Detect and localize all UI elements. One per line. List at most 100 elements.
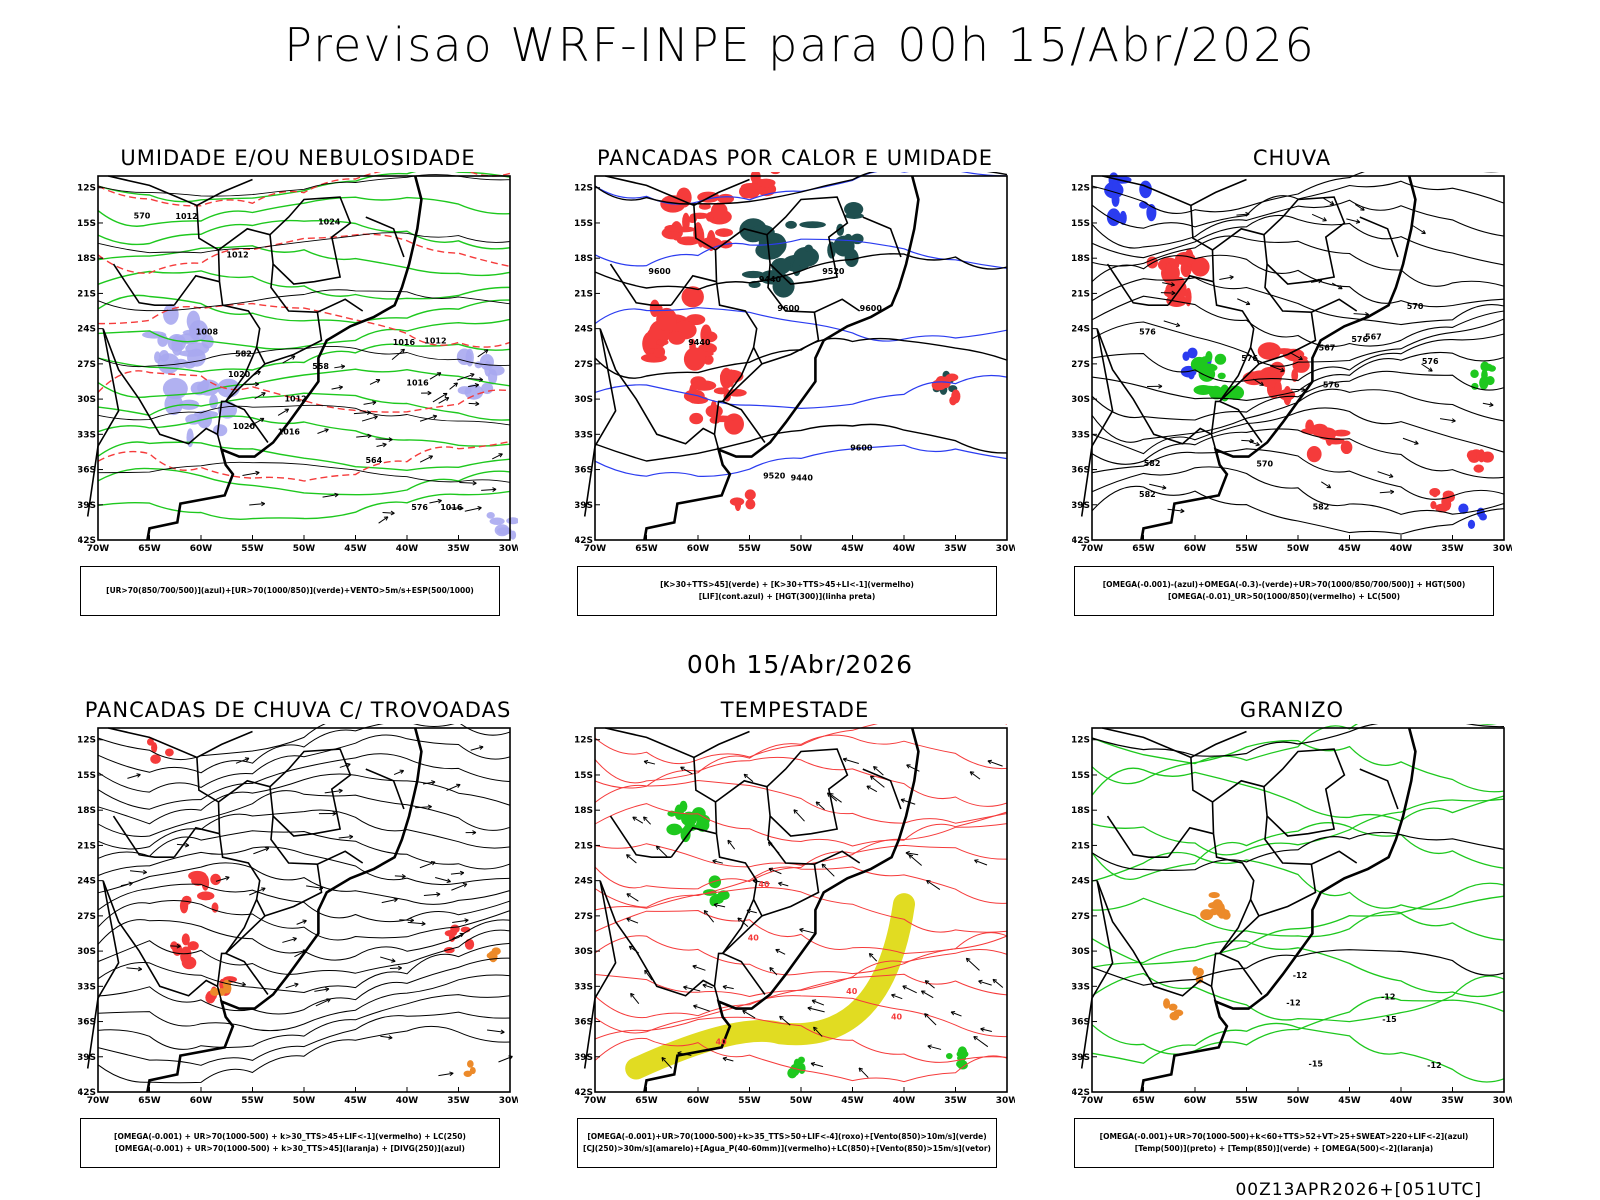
wind-vector	[481, 488, 497, 491]
legend-line: [K>30+TTS>45](verde) + [K>30+TTS>45+LI<-…	[660, 580, 914, 589]
instability-area-red	[745, 498, 756, 510]
wind-vector	[452, 933, 464, 940]
lon-tick-label: 60W	[190, 544, 213, 554]
wind-vector-head	[661, 1057, 666, 1062]
wind850-area	[945, 1052, 953, 1060]
lon-tick-label: 55W	[1235, 544, 1258, 554]
lon-tick-label: 55W	[1235, 1096, 1258, 1106]
country-border	[1167, 274, 1214, 306]
precipitable-water-contour	[594, 803, 1008, 847]
lat-tick-label: 30S	[78, 947, 96, 957]
lon-tick-label: 50W	[790, 1096, 813, 1106]
country-border	[86, 880, 120, 1069]
wind-vector	[235, 757, 250, 764]
contour-label: 9440	[791, 474, 814, 483]
lat-tick-label: 39S	[1072, 501, 1090, 511]
country-border	[270, 816, 364, 866]
legend-line: [OMEGA(-0.001) + UR>70(1000-500) + k>30_…	[114, 1132, 466, 1141]
streamline-250	[97, 1025, 511, 1084]
instability-area-red	[692, 380, 717, 391]
wind-vector-head	[974, 859, 979, 864]
contour-label: -12	[1427, 1061, 1441, 1070]
wind-vector	[1331, 282, 1343, 290]
temp850-contour	[1091, 822, 1505, 880]
precipitable-water-contour	[594, 948, 1008, 998]
temp850-contour	[1091, 1022, 1505, 1083]
humidity-high-area	[163, 303, 179, 325]
wind-vector-head	[1451, 418, 1456, 423]
wind-vector	[644, 969, 653, 981]
contour-label: -12	[1381, 993, 1395, 1002]
wind850-area	[787, 1067, 798, 1079]
omega-green-area	[1193, 385, 1214, 395]
omega-green-area	[1483, 363, 1493, 371]
contour-label: 9440	[759, 275, 782, 284]
lat-tick-label: 36S	[1072, 466, 1090, 476]
instability-area-red	[713, 387, 730, 395]
omega-blue-area	[1138, 201, 1149, 209]
wind-vector	[722, 1057, 734, 1062]
lat-tick-label: 12S	[575, 736, 593, 746]
wind-vector	[680, 766, 693, 775]
instability-area-red	[715, 228, 734, 237]
rain-red-area	[1292, 357, 1310, 373]
lon-tick-label: 65W	[138, 1096, 161, 1106]
lat-tick-label: 27S	[1072, 912, 1090, 922]
coastline	[1140, 175, 1417, 541]
wind-vector-head	[905, 850, 910, 856]
wind-vector-head	[421, 921, 426, 926]
country-border	[218, 227, 271, 251]
humidity-high-area	[186, 310, 201, 332]
wind-vector	[438, 1072, 454, 1077]
wind-vector-head	[973, 1035, 978, 1041]
lon-tick-label: 70W	[87, 544, 110, 554]
wind-vector	[467, 377, 483, 381]
contour-label: 564	[365, 456, 382, 465]
contour-label: 567	[1365, 333, 1382, 342]
lon-tick-label: 50W	[293, 1096, 316, 1106]
wind-vector-head	[1364, 312, 1370, 317]
instability-area-red	[727, 369, 735, 387]
wind-vector	[712, 860, 723, 864]
wind-vector	[334, 365, 345, 369]
wind-vector-head	[375, 378, 381, 384]
lat-tick-label: 36S	[78, 466, 96, 476]
humidity-high-area	[178, 350, 205, 357]
wind-vector	[1236, 213, 1250, 216]
streamline-250	[97, 724, 326, 761]
wind-vector-head	[1280, 367, 1285, 373]
wind-vector	[927, 1045, 942, 1050]
omega-blue-area	[1111, 192, 1120, 207]
wind-vector	[969, 771, 981, 780]
wind-vector	[661, 1057, 673, 1069]
wind-vector-head	[388, 1035, 393, 1040]
wind-vector-head	[1489, 402, 1494, 407]
wind-vector-head	[443, 392, 448, 398]
wind-vector-head	[742, 1010, 747, 1015]
wind-vector	[353, 411, 371, 415]
humidity-high-area	[217, 401, 238, 419]
country-border	[1096, 880, 1212, 997]
humidity-contour	[97, 270, 511, 300]
lat-tick-label: 36S	[1072, 1018, 1090, 1028]
humidity-high-area	[506, 517, 518, 525]
coastline	[146, 727, 423, 1093]
wind-vector	[449, 382, 458, 390]
contour-label: 1020	[233, 422, 256, 431]
wind-vector	[375, 438, 393, 441]
wind-vector	[1167, 508, 1185, 512]
wind-vector-head	[778, 881, 783, 887]
wind-vector	[254, 392, 266, 399]
rain-red-area	[1164, 263, 1173, 281]
wind-vector-head	[1171, 290, 1176, 296]
lon-tick-label: 60W	[1184, 1096, 1207, 1106]
country-border	[1258, 312, 1317, 365]
rain-red-area	[1305, 419, 1315, 433]
country-border	[862, 768, 902, 810]
instability-area-green	[785, 220, 797, 229]
wind-vector	[314, 988, 330, 992]
contour-label: 1012	[226, 251, 248, 260]
lat-tick-label: 42S	[1072, 1088, 1090, 1098]
instability-area-red	[700, 324, 712, 346]
streamline-250	[97, 830, 511, 870]
